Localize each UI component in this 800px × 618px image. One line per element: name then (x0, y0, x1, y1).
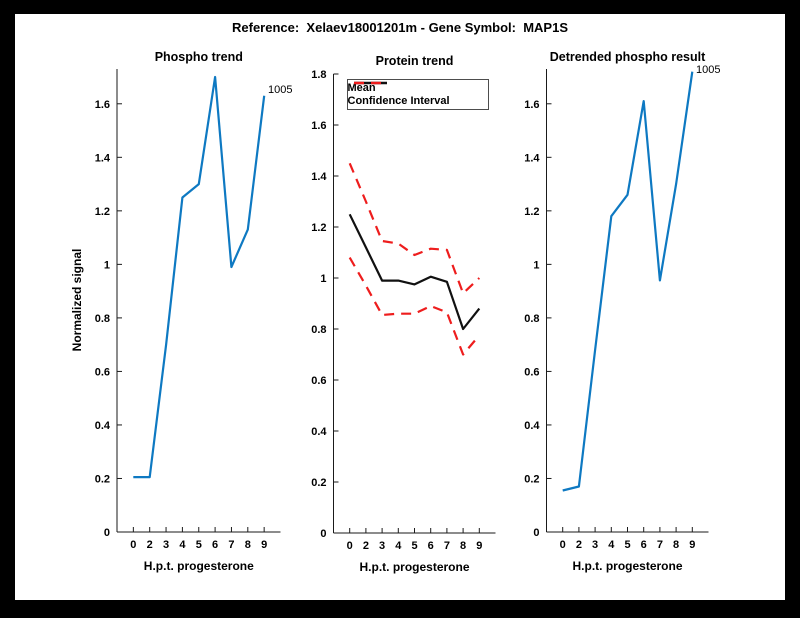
subplot-3: 00.20.40.60.811.21.41.60 2 3 4 5 6 7 8 9 (524, 69, 709, 551)
y-tick-label: 0 (104, 527, 110, 539)
subplot3-xlabel: H.p.t. progesterone (572, 559, 683, 573)
x-tick-label: 9 (476, 540, 482, 552)
y-tick-label: 1.6 (311, 120, 326, 132)
legend-label-mean: Mean (347, 81, 376, 94)
x-tick-label: 9 (689, 539, 695, 551)
y-tick-label: 1.2 (311, 222, 326, 234)
x-tick-label: 5 (411, 540, 417, 552)
y-tick-label: 0 (533, 527, 539, 539)
y-tick-label: 1.6 (95, 99, 110, 111)
y-tick-label: 0.8 (524, 313, 539, 325)
x-tick-label: 0 (560, 539, 566, 551)
y-tick-label: 1 (533, 259, 539, 271)
x-tick-label: 3 (163, 539, 169, 551)
y-tick-label: 0.4 (95, 420, 111, 432)
y-tick-label: 0 (320, 528, 326, 540)
y-tick-label: 0.2 (524, 473, 539, 485)
endpoint-label-1005-subplot3: 1005 (696, 64, 721, 76)
x-tick-label: 3 (379, 540, 385, 552)
x-tick-label: 8 (460, 540, 466, 552)
confidence-interval-line-sample (353, 81, 387, 84)
x-tick-label: 9 (261, 539, 267, 551)
matlab-figure: Reference: Xelaev18001201m - Gene Symbol… (15, 14, 785, 600)
x-tick-label: 6 (428, 540, 434, 552)
y-tick-label: 1 (104, 259, 110, 271)
x-tick-label: 3 (592, 539, 598, 551)
y-tick-label: 1 (320, 273, 326, 285)
x-tick-label: 8 (673, 539, 679, 551)
subplot2-xlabel: H.p.t. progesterone (359, 560, 470, 574)
x-tick-label: 2 (363, 540, 369, 552)
y-tick-label: 1.4 (524, 152, 540, 164)
y-tick-label: 0.2 (311, 477, 326, 489)
subplot1-ylabel: Normalized signal (70, 248, 84, 352)
endpoint-label-1005-subplot1: 1005 (268, 84, 293, 96)
y-tick-label: 0.6 (95, 366, 110, 378)
legend-box: Mean Confidence Interval (346, 78, 489, 110)
x-tick-label: 4 (179, 539, 186, 551)
y-tick-label: 0.2 (95, 473, 110, 485)
series-line-confidence-interval-lower (348, 257, 481, 356)
legend-label-confidence-interval: Confidence Interval (347, 94, 450, 107)
x-tick-label: 6 (641, 539, 647, 551)
series-line-confidence-interval-upper (348, 162, 481, 295)
y-tick-label: 1.4 (311, 171, 327, 183)
x-tick-label: 0 (130, 539, 136, 551)
y-tick-label: 0.6 (311, 375, 326, 387)
x-tick-label: 8 (245, 539, 251, 551)
y-tick-label: 0.6 (524, 366, 539, 378)
x-tick-label: 7 (228, 539, 234, 551)
y-tick-label: 1.2 (524, 206, 539, 218)
plots-canvas: 00.20.40.60.811.21.41.60 2 3 4 5 6 7 8 900.20.40… (95, 69, 709, 552)
x-tick-label: 4 (608, 539, 615, 551)
y-tick-label: 0.8 (95, 313, 110, 325)
subplot1-title: Phospho trend (154, 50, 243, 64)
subplot-2: 00.20.40.60.811.21.41.61.80 2 3 4 5 6 7 8 9 (311, 69, 496, 552)
figure-title: Reference: Xelaev18001201m - Gene Symbol… (232, 20, 568, 35)
x-tick-label: 6 (212, 539, 218, 551)
y-tick-label: 1.2 (95, 206, 110, 218)
x-tick-label: 2 (147, 539, 153, 551)
y-tick-label: 0.4 (524, 420, 540, 432)
series-line-mean (348, 213, 481, 331)
x-tick-label: 5 (196, 539, 202, 551)
subplot1-xlabel: H.p.t. progesterone (143, 559, 254, 573)
y-tick-label: 1.4 (95, 152, 111, 164)
x-tick-label: 2 (576, 539, 582, 551)
x-tick-label: 5 (624, 539, 630, 551)
y-tick-label: 1.8 (311, 69, 326, 81)
series-line-phospho-signal (133, 75, 266, 479)
subplot2-title: Protein trend (375, 54, 454, 68)
legend-entry-confidence-interval: Confidence Interval (347, 81, 488, 108)
x-tick-label: 4 (395, 540, 402, 552)
x-tick-label: 7 (444, 540, 450, 552)
series-line-detrended-phospho-signal (562, 71, 694, 492)
y-tick-label: 0.4 (311, 426, 327, 438)
x-tick-label: 0 (347, 540, 353, 552)
y-tick-label: 0.8 (311, 324, 326, 336)
subplot-1: 00.20.40.60.811.21.41.60 2 3 4 5 6 7 8 9 (95, 69, 281, 551)
y-tick-label: 1.6 (524, 99, 539, 111)
subplot3-title: Detrended phospho result (549, 50, 706, 64)
x-tick-label: 7 (657, 539, 663, 551)
